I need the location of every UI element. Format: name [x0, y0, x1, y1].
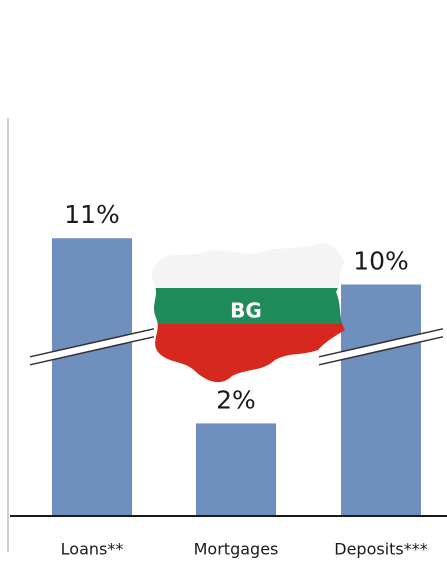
flag-white	[151, 243, 345, 288]
axis-break-line	[29, 328, 155, 358]
x-tick-label: Loans**	[61, 540, 124, 559]
value-label: 11%	[64, 200, 120, 229]
bars	[52, 238, 421, 516]
value-label: 2%	[216, 385, 256, 414]
axis-break	[30, 328, 154, 365]
axis-break-line	[29, 336, 155, 366]
x-tick-label: Mortgages	[194, 540, 279, 559]
bar	[52, 238, 132, 516]
bar	[196, 423, 276, 516]
x-tick-label: Deposits***	[334, 540, 428, 559]
bar	[341, 284, 421, 516]
map-label: BG	[230, 299, 262, 323]
axis-break-line	[318, 328, 444, 358]
value-label: 10%	[353, 247, 409, 276]
axis-break	[319, 328, 443, 365]
axis-break-line	[318, 336, 444, 366]
flag-green	[151, 288, 345, 324]
